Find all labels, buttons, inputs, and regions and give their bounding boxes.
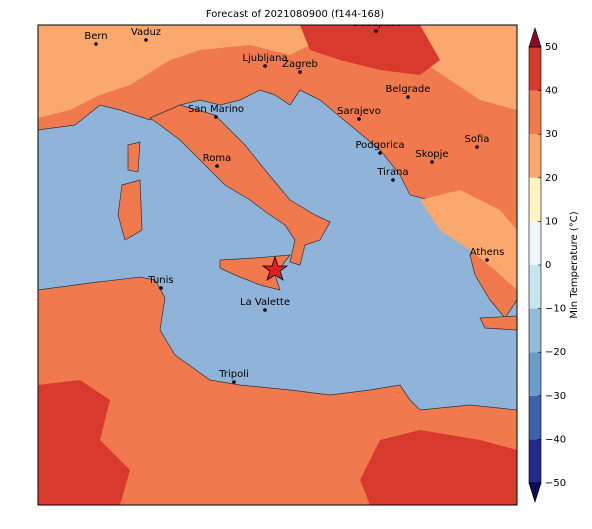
star-marker xyxy=(261,255,289,281)
city-label: Athens xyxy=(470,247,505,258)
city-label: Tripoli xyxy=(218,369,249,380)
italy xyxy=(149,104,331,266)
colorbar-band xyxy=(529,90,541,135)
colorbar-band xyxy=(529,221,541,265)
city-label: Vaduz xyxy=(131,27,161,38)
city-label: Sarajevo xyxy=(337,106,381,117)
city-dot xyxy=(406,95,410,99)
colorbar-band xyxy=(529,395,541,440)
corsica xyxy=(127,141,141,173)
colorbar-label: Min Temperature (°C) xyxy=(569,211,580,318)
europe-cool xyxy=(38,25,517,290)
colorbar-band xyxy=(529,352,541,396)
city-label: San Marino xyxy=(188,104,244,115)
city-dot xyxy=(485,258,489,262)
crete xyxy=(479,315,517,331)
colorbar-tick-label: 20 xyxy=(545,173,558,184)
city-dot xyxy=(475,145,479,149)
colorbar: −50 −40 −30 −20 −10 0 10 20 30 40 50 xyxy=(528,27,566,503)
europe xyxy=(38,25,517,319)
city-label: Sofia xyxy=(465,134,490,145)
city-label: Roma xyxy=(203,153,232,164)
colorbar-tick-label: 30 xyxy=(545,129,558,140)
colorbar-tick-label: −10 xyxy=(545,304,566,315)
city-dot xyxy=(232,380,236,384)
city-label: Ljubljana xyxy=(242,53,287,64)
colorbar-tick-label: 10 xyxy=(545,216,558,227)
city-label: La Valette xyxy=(240,297,290,308)
europe-warm xyxy=(300,25,440,75)
title: Forecast of 2021080900 (f144-168) xyxy=(206,9,384,20)
city-dot xyxy=(263,64,267,68)
city-dot xyxy=(430,160,434,164)
city-dot xyxy=(357,117,361,121)
city-label: Podgorica xyxy=(355,140,404,151)
city-dot xyxy=(391,178,395,182)
city-label: Belgrade xyxy=(386,84,431,95)
colorbar-band xyxy=(529,265,541,309)
city-dot xyxy=(263,308,267,312)
sardinia xyxy=(117,179,143,241)
colorbar-band xyxy=(529,47,541,91)
colorbar-tick-label: 50 xyxy=(545,42,558,53)
colorbar-band xyxy=(529,308,541,353)
colorbar-under xyxy=(528,482,542,503)
city-label: Zagreb xyxy=(282,59,318,70)
city-dot xyxy=(215,164,219,168)
city-dot xyxy=(378,151,382,155)
colorbar-band xyxy=(529,134,541,178)
map-frame xyxy=(37,24,518,506)
africa-warm xyxy=(38,380,517,505)
city-dot xyxy=(214,115,218,119)
city-dot xyxy=(159,286,163,290)
city-label: Skopje xyxy=(415,149,448,160)
city-dot xyxy=(374,29,378,33)
colorbar-tick-label: −50 xyxy=(545,478,566,489)
city-label: Bern xyxy=(84,31,107,42)
colorbar-tick-label: −40 xyxy=(545,434,566,445)
city-dot xyxy=(298,70,302,74)
city-dot xyxy=(144,38,148,42)
colorbar-band xyxy=(529,177,541,222)
colorbar-band xyxy=(529,439,541,483)
colorbar-tick-label: −20 xyxy=(545,347,566,358)
colorbar-tick-label: 0 xyxy=(545,260,551,271)
colorbar-tick-label: 40 xyxy=(545,86,558,97)
city-label: Budapest xyxy=(352,18,399,29)
city-label: Tirana xyxy=(376,167,408,178)
city-label: Tunis xyxy=(147,275,173,286)
colorbar-over xyxy=(528,27,542,48)
colorbar-tick-label: −30 xyxy=(545,391,566,402)
city-dot xyxy=(94,42,98,46)
